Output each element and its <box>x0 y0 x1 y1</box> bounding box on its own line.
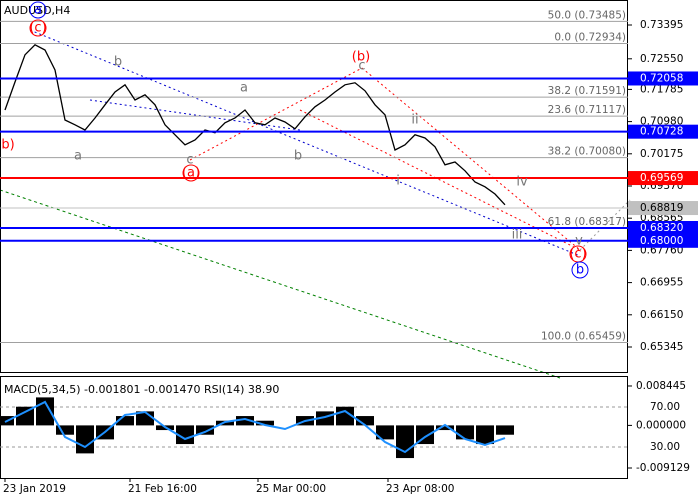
wave-label: (b) <box>352 50 370 65</box>
wave-label: v <box>575 234 583 249</box>
price-line <box>4 44 506 206</box>
y-tick-label: 0.66955 <box>640 277 683 289</box>
fib-label: 61.8 (0.68317) <box>548 216 626 228</box>
wave-label: a <box>74 149 82 164</box>
macd-bar <box>256 420 274 426</box>
macd-bar <box>496 425 514 435</box>
main-frame <box>0 0 628 373</box>
fib-label: 23.6 (0.71117) <box>548 104 626 116</box>
macd-bar <box>456 425 474 440</box>
y-tick-label: 0.66150 <box>640 309 683 321</box>
macd-bar <box>356 416 374 426</box>
rsi-tick-label: 70.00 <box>650 401 680 413</box>
y-tick-label: 0.71785 <box>640 83 683 95</box>
wave-label: iii <box>512 228 523 243</box>
wave-label: c <box>358 59 365 74</box>
indicator-frame <box>0 376 628 479</box>
wave-circle <box>29 19 47 37</box>
wave-label: iv <box>516 175 528 190</box>
level-label: 0.72058 <box>640 72 683 84</box>
wave-label: a <box>34 3 42 18</box>
x-tick-label: 21 Feb 16:00 <box>128 483 197 495</box>
indicator-title: MACD(5,34,5) -0.001801 -0.001470 RSI(14)… <box>4 383 279 396</box>
wave-label: c <box>186 153 193 168</box>
fib-label: 50.0 (0.73485) <box>548 9 626 21</box>
fib-label: 38.2 (0.71591) <box>548 85 626 97</box>
macd-bar <box>476 425 494 445</box>
macd-bar <box>436 425 454 431</box>
y-tick-label: 0.70980 <box>640 116 683 128</box>
y-tick-label: 0.72550 <box>640 53 683 65</box>
x-tick-label: 23 Apr 08:00 <box>386 483 454 495</box>
chart-title: AUDUSD,H4 <box>4 4 70 17</box>
macd-bar <box>196 425 214 435</box>
wave-label: b) <box>1 138 14 153</box>
wave-circle <box>182 164 200 182</box>
level-box <box>628 233 698 248</box>
macd-bar <box>116 416 134 426</box>
level-box <box>628 201 698 216</box>
level-label: 0.68320 <box>640 222 683 234</box>
wave-label: (c) <box>29 21 46 36</box>
y-tick-label: 0.70175 <box>640 148 683 160</box>
trend-line <box>0 189 561 379</box>
channel-line <box>29 29 581 257</box>
wave-label: b <box>576 263 584 278</box>
wave-label: ii <box>411 113 418 128</box>
macd-tick-label: 0.000000 <box>636 419 686 431</box>
fib-label: 38.2 (0.70080) <box>548 146 626 158</box>
wave-label: a <box>240 81 248 96</box>
macd-bar <box>16 406 34 426</box>
wave-circle <box>571 261 589 279</box>
level-box <box>628 171 698 186</box>
macd-bar <box>76 425 94 454</box>
level-box <box>628 71 698 86</box>
wave-label: i <box>396 174 400 189</box>
level-label: 0.68000 <box>640 235 683 247</box>
rsi-tick-label: 30.00 <box>650 441 680 453</box>
channel-line <box>299 109 581 251</box>
x-tick-label: 23 Jan 2019 <box>3 483 66 495</box>
macd-bar <box>176 425 194 445</box>
macd-tick-label: -0.009129 <box>636 462 690 474</box>
y-tick-label: 0.65345 <box>640 341 683 353</box>
fib-label: 100.0 (0.65459) <box>541 330 626 342</box>
macd-bar <box>56 425 74 435</box>
wave-label: b <box>294 149 302 164</box>
wave-circle <box>29 1 47 19</box>
y-tick-label: 0.73395 <box>640 19 683 31</box>
macd-tick-label: 0.008445 <box>636 380 686 392</box>
fib-label: 0.0 (0.72934) <box>554 31 626 43</box>
macd-bar <box>236 416 254 426</box>
level-label: 0.68819 <box>640 202 683 214</box>
wave-label: b <box>114 55 122 70</box>
wave-label: (a) <box>182 166 200 181</box>
x-tick-label: 25 Mar 00:00 <box>256 483 326 495</box>
level-box <box>628 221 698 235</box>
channel-line <box>361 67 581 251</box>
level-box <box>628 124 698 139</box>
level-label: 0.70728 <box>640 126 683 138</box>
macd-bar <box>396 425 414 459</box>
wave-label: (c) <box>569 247 586 262</box>
macd-bar <box>376 425 394 440</box>
level-label: 0.69569 <box>640 172 683 184</box>
rsi-line <box>4 400 506 454</box>
